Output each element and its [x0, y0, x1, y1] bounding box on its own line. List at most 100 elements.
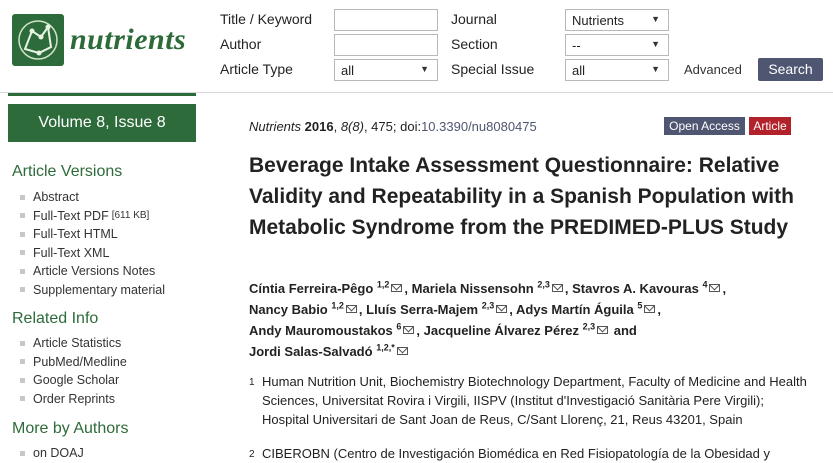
article-type-value: all [341, 63, 355, 78]
related-info-item[interactable]: Order Reprints [20, 390, 127, 409]
article-versions-item[interactable]: Full-Text PDF [611 KB] [20, 207, 165, 226]
open-access-badge: Open Access [664, 117, 745, 135]
section-label: Section [451, 36, 498, 52]
related-info-heading: Related Info [12, 310, 99, 327]
journal-value: Nutrients [572, 13, 625, 28]
bullet-icon [20, 287, 25, 293]
author-affiliation-sup: 1,2 [331, 300, 344, 311]
chevron-down-icon: ▼ [651, 14, 660, 24]
author-name[interactable]: Nancy Babio [249, 302, 328, 317]
article-versions-list: Abstract Full-Text PDF [611 KB] Full-Text H… [20, 188, 165, 299]
author-name[interactable]: Mariela Nissensohn [411, 281, 534, 296]
chevron-down-icon: ▼ [420, 64, 429, 74]
header-divider [0, 92, 833, 93]
author-name[interactable]: Lluís Serra-Majem [366, 302, 479, 317]
journal-label: Journal [451, 11, 497, 27]
citation-volume-issue: 8(8) [340, 119, 364, 134]
related-info-item-label: Google Scholar [33, 373, 120, 388]
author-label: Author [220, 36, 262, 52]
bullet-icon [20, 268, 25, 274]
bullet-icon [20, 340, 25, 346]
author-name[interactable]: Jordi Salas-Salvadó [249, 344, 373, 359]
email-icon[interactable] [644, 305, 656, 313]
title-keyword-input[interactable] [334, 9, 438, 31]
volume-issue-button[interactable]: Volume 8, Issue 8 [8, 104, 196, 142]
email-icon[interactable] [345, 305, 357, 313]
author-affiliation-sup: 6 [396, 321, 402, 332]
article-versions-item-label: Full-Text HTML [33, 227, 118, 242]
bullet-icon [20, 359, 25, 365]
related-info-item-label: Order Reprints [33, 391, 115, 406]
bullet-icon [20, 450, 25, 456]
email-icon[interactable] [597, 326, 609, 334]
author-and-word: and [613, 323, 637, 338]
email-icon[interactable] [396, 347, 408, 355]
email-icon[interactable] [391, 284, 403, 292]
related-info-item[interactable]: Article Statistics [20, 334, 127, 353]
affiliation-1: 1 Human Nutrition Unit, Biochemistry Bio… [249, 372, 809, 429]
author-affiliation-sup: 1,2 [376, 279, 390, 290]
special-issue-value: all [572, 63, 586, 78]
author-input[interactable] [334, 34, 438, 56]
chevron-down-icon: ▼ [651, 39, 660, 49]
author-affiliation-sup: 1,2,* [376, 342, 395, 353]
more-by-authors-item[interactable]: on DOAJ [20, 444, 84, 463]
citation-line: Nutrients 2016, 8(8), 475; doi:10.3390/n… [249, 119, 537, 134]
affiliation-number: 1 [249, 377, 255, 388]
author-name[interactable]: Stavros A. Kavouras [572, 281, 699, 296]
nutrients-logo-icon [12, 14, 64, 66]
chevron-down-icon: ▼ [651, 64, 660, 74]
citation-year: 2016 [304, 119, 334, 134]
bullet-icon [20, 194, 25, 200]
affiliation-text: Human Nutrition Unit, Biochemistry Biote… [262, 374, 807, 427]
related-info-item[interactable]: Google Scholar [20, 371, 127, 390]
article-versions-heading: Article Versions [12, 163, 123, 180]
affiliation-2: 2 CIBEROBN (Centro de Investigación Biom… [249, 444, 809, 463]
more-by-authors-item-label: on DOAJ [33, 446, 84, 461]
author-name[interactable]: Jacqueline Álvarez Pérez [423, 323, 579, 338]
special-issue-select[interactable]: all ▼ [565, 59, 669, 81]
section-select[interactable]: -- ▼ [565, 34, 669, 56]
article-versions-item[interactable]: Article Versions Notes [20, 262, 165, 281]
citation-page: 475 [371, 119, 393, 134]
bullet-icon [20, 250, 25, 256]
article-versions-item-label: Supplementary material [33, 282, 166, 297]
email-icon[interactable] [496, 305, 508, 313]
journal-select[interactable]: Nutrients ▼ [565, 9, 669, 31]
special-issue-label: Special Issue [451, 61, 535, 77]
title-keyword-label: Title / Keyword [220, 11, 313, 27]
article-versions-item-label: Abstract [33, 190, 79, 205]
author-name[interactable]: Adys Martín Águila [516, 302, 634, 317]
bullet-icon [20, 213, 25, 219]
article-versions-item-label: Full-Text PDF [33, 208, 109, 223]
author-name[interactable]: Andy Mauromoustakos [249, 323, 393, 338]
related-info-item-label: PubMed/Medline [33, 354, 127, 369]
bullet-icon [20, 396, 25, 402]
article-type-label: Article Type [220, 61, 293, 77]
journal-logo[interactable]: nutrients [12, 14, 186, 66]
article-versions-item-note: [611 KB] [111, 210, 150, 222]
related-info-item[interactable]: PubMed/Medline [20, 353, 127, 372]
article-versions-item[interactable]: Full-Text XML [20, 244, 165, 263]
related-info-list: Article Statistics PubMed/Medline Google S… [20, 334, 127, 408]
email-icon[interactable] [551, 284, 563, 292]
advanced-search-link[interactable]: Advanced [684, 62, 742, 77]
email-icon[interactable] [403, 326, 415, 334]
section-value: -- [572, 38, 581, 53]
author-name[interactable]: Cíntia Ferreira-Pêgo [249, 281, 374, 296]
article-versions-item[interactable]: Full-Text HTML [20, 225, 165, 244]
email-icon[interactable] [709, 284, 721, 292]
article-type-badge: Article [749, 117, 791, 135]
search-button[interactable]: Search [758, 58, 823, 81]
doi-link[interactable]: 10.3390/nu8080475 [421, 119, 537, 134]
article-title: Beverage Intake Assessment Questionnaire… [249, 154, 794, 239]
article-versions-item[interactable]: Abstract [20, 188, 165, 207]
sidebar-accent-bar [8, 93, 196, 96]
author-affiliation-sup: 5 [637, 300, 643, 311]
article-versions-item-label: Full-Text XML [33, 245, 110, 260]
more-by-authors-list: on DOAJ [20, 444, 84, 463]
bullet-icon [20, 377, 25, 383]
affiliation-text: CIBEROBN (Centro de Investigación Bioméd… [262, 446, 770, 461]
article-versions-item[interactable]: Supplementary material [20, 281, 165, 300]
article-type-select[interactable]: all ▼ [334, 59, 438, 81]
